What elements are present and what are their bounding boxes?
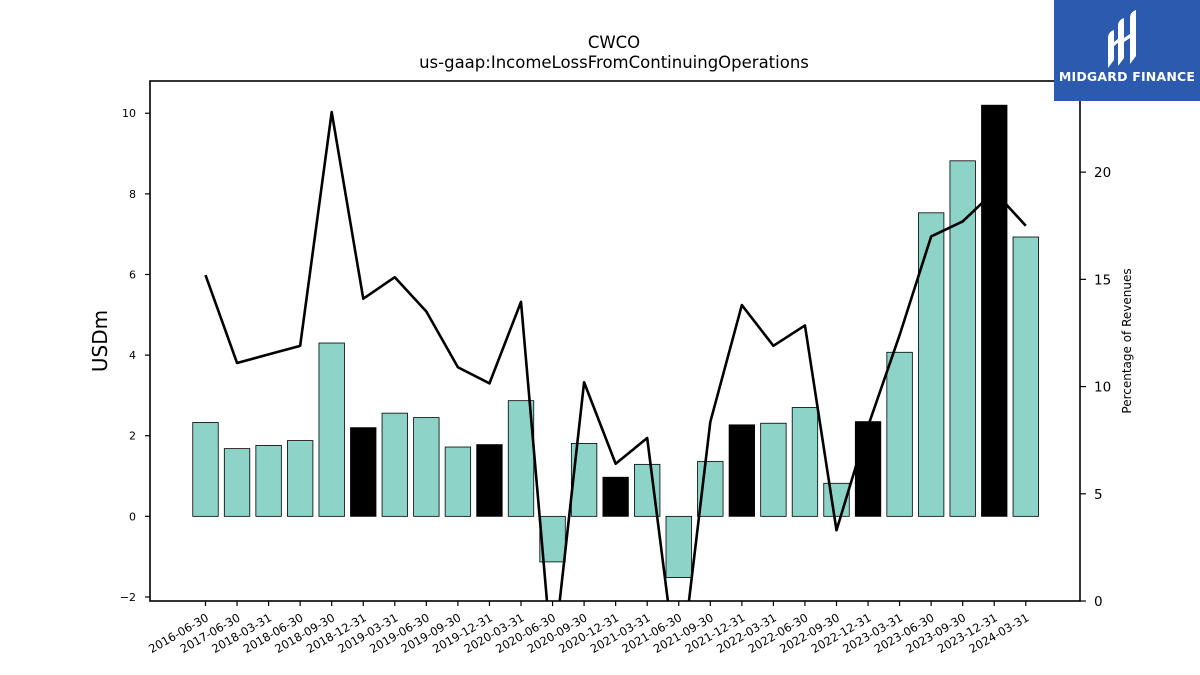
x-axis-ticks: 2016-06-302017-06-302018-03-312018-06-30…: [146, 601, 1031, 656]
bar-2022-03-31: [760, 422, 787, 517]
y-tick-label: −2: [120, 591, 136, 604]
y2-tick-label: 15: [1094, 272, 1111, 288]
y-tick-label: 8: [129, 188, 136, 201]
bar-2020-03-31: [507, 400, 535, 517]
bar-2023-03-31: [886, 351, 913, 517]
bar-2019-03-31: [381, 412, 408, 517]
bar-2019-12-31: [476, 444, 503, 517]
y2-tick-label: 10: [1094, 380, 1111, 396]
bar-2022-12-31: [854, 421, 882, 517]
y2-tick-label: 20: [1094, 165, 1111, 181]
bar-2021-12-31: [728, 424, 755, 517]
y-tick-label: 6: [129, 268, 136, 281]
y-axis-label: USDm: [88, 310, 112, 372]
midgard-logo-icon: [1108, 10, 1136, 68]
line-layer: [204, 110, 1027, 601]
bar-2018-12-31: [350, 427, 377, 517]
bar-2017-06-30: [223, 448, 251, 517]
bar-2018-09-30: [318, 342, 345, 517]
right-axis-ticks: 0 5 10 15 20: [1080, 165, 1111, 610]
axes-frame: [149, 80, 1081, 602]
bar-2019-06-30: [413, 417, 440, 517]
bar-2024-03-31: [1012, 236, 1039, 517]
y-tick-label: 2: [129, 430, 136, 443]
plot-frame: [149, 80, 1081, 602]
bar-2018-06-30: [286, 440, 314, 517]
chart-title: CWCO: [588, 33, 640, 52]
bar-2019-09-30: [444, 446, 472, 517]
bar-2021-06-30: [665, 515, 692, 579]
y2-tick-label: 5: [1094, 487, 1103, 503]
bar-2020-12-31: [602, 476, 629, 517]
y2-tick-label: 0: [1094, 594, 1103, 610]
bar-2018-03-31: [255, 444, 282, 517]
percentage-of-revenues-line: [204, 110, 1027, 601]
bars-group: [192, 104, 1039, 579]
bar-2023-12-31: [981, 104, 1008, 517]
bar-2016-06-30: [192, 422, 219, 517]
bar-2023-06-30: [918, 212, 945, 517]
y-tick-label: 0: [129, 510, 136, 523]
y-tick-label: 4: [129, 349, 136, 362]
y-tick-label: 10: [122, 107, 136, 120]
left-axis-ticks: −2 0 2 4 6 8 10: [120, 107, 150, 604]
bar-2022-06-30: [791, 407, 819, 517]
logo-wordmark: MIDGARD FINANCE: [1058, 69, 1196, 84]
y2-axis-label: Percentage of Revenues: [1120, 268, 1134, 413]
chart-subtitle: us-gaap:IncomeLossFromContinuingOperatio…: [419, 53, 809, 72]
midgard-finance-logo: MIDGARD FINANCE: [1054, 0, 1200, 101]
